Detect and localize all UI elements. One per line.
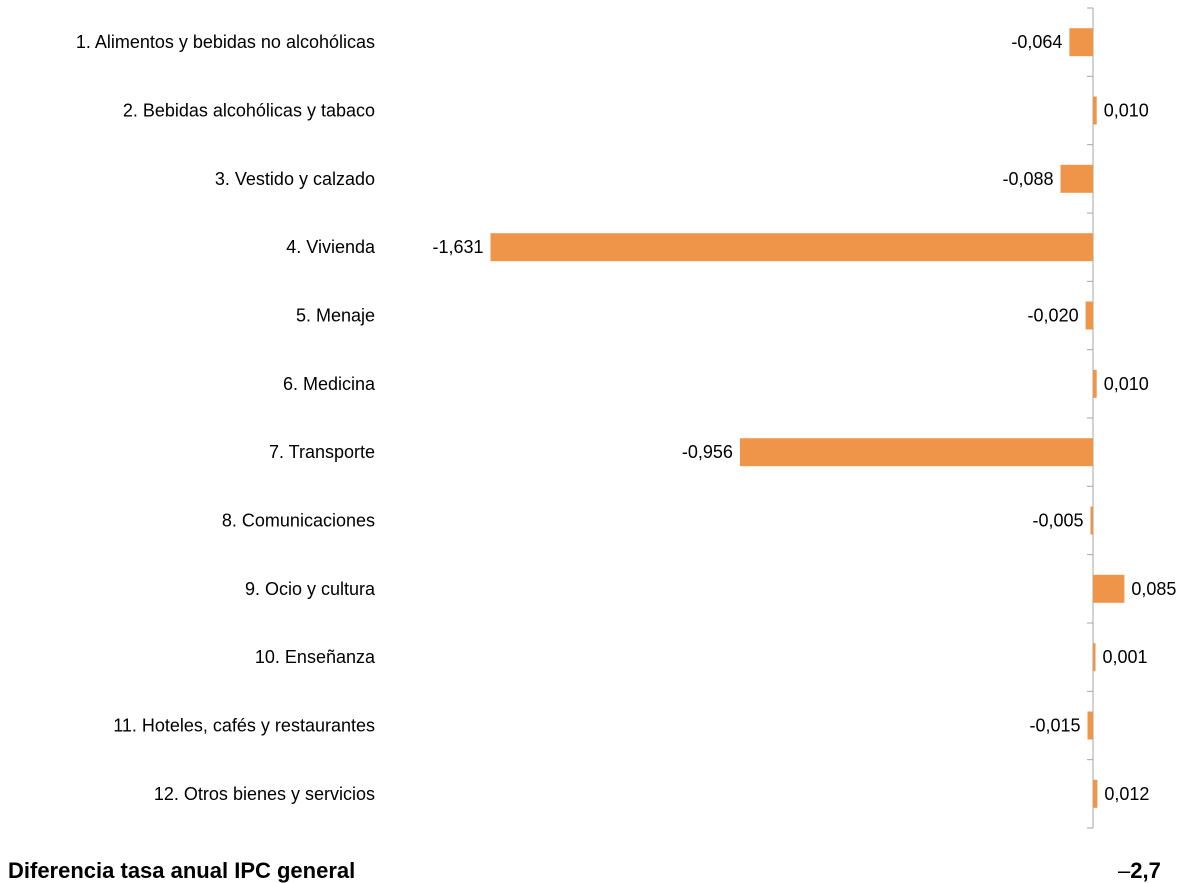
value-label: -0,015 xyxy=(1029,716,1080,736)
footer-value-dash: – xyxy=(1118,858,1131,883)
footer-value: –2,7 xyxy=(1118,858,1161,883)
value-label: 0,012 xyxy=(1104,784,1149,804)
category-label: 5. Menaje xyxy=(296,306,375,326)
value-label: -0,020 xyxy=(1028,306,1079,326)
bar xyxy=(1093,574,1125,603)
category-labels: 1. Alimentos y bebidas no alcohólicas 2. … xyxy=(76,32,376,804)
bar xyxy=(1093,643,1096,672)
category-label: 11. Hoteles, cafés y restaurantes xyxy=(113,716,375,736)
bar xyxy=(739,438,1093,467)
value-label: -1,631 xyxy=(432,237,483,257)
bar xyxy=(1093,369,1097,398)
bar xyxy=(1087,711,1093,740)
value-label: -0,064 xyxy=(1011,32,1062,52)
category-label: 6. Medicina xyxy=(283,374,376,394)
value-label: 0,010 xyxy=(1104,101,1149,121)
value-label: -0,088 xyxy=(1002,169,1053,189)
category-label: 2. Bebidas alcohólicas y tabaco xyxy=(123,101,375,121)
bar xyxy=(1093,779,1098,808)
value-label: 0,010 xyxy=(1104,374,1149,394)
bar xyxy=(1060,164,1093,193)
category-label: 10. Enseñanza xyxy=(255,647,376,667)
category-label: 3. Vestido y calzado xyxy=(215,169,375,189)
value-labels: -0,064 0,010 -0,088 -1,631 -0,020 0,010 -0,956… xyxy=(432,32,1176,804)
category-label: 8. Comunicaciones xyxy=(222,511,375,531)
value-label: 0,085 xyxy=(1131,579,1176,599)
bars xyxy=(490,28,1125,808)
value-axis xyxy=(1087,7,1094,829)
category-label: 1. Alimentos y bebidas no alcohólicas xyxy=(76,32,375,52)
bar xyxy=(1090,506,1093,535)
bar xyxy=(490,233,1093,262)
bar xyxy=(1085,301,1093,330)
category-label: 12. Otros bienes y servicios xyxy=(154,784,375,804)
value-label: -0,956 xyxy=(682,442,733,462)
bar xyxy=(1069,28,1093,57)
category-label: 7. Transporte xyxy=(269,442,375,462)
footer-title: Diferencia tasa anual IPC general xyxy=(8,858,355,883)
category-label: 4. Vivienda xyxy=(286,237,376,257)
value-label: 0,001 xyxy=(1103,647,1148,667)
value-label: -0,005 xyxy=(1032,511,1083,531)
category-label: 9. Ocio y cultura xyxy=(245,579,376,599)
footer-value-number: 2,7 xyxy=(1130,858,1161,883)
bar xyxy=(1093,96,1097,125)
